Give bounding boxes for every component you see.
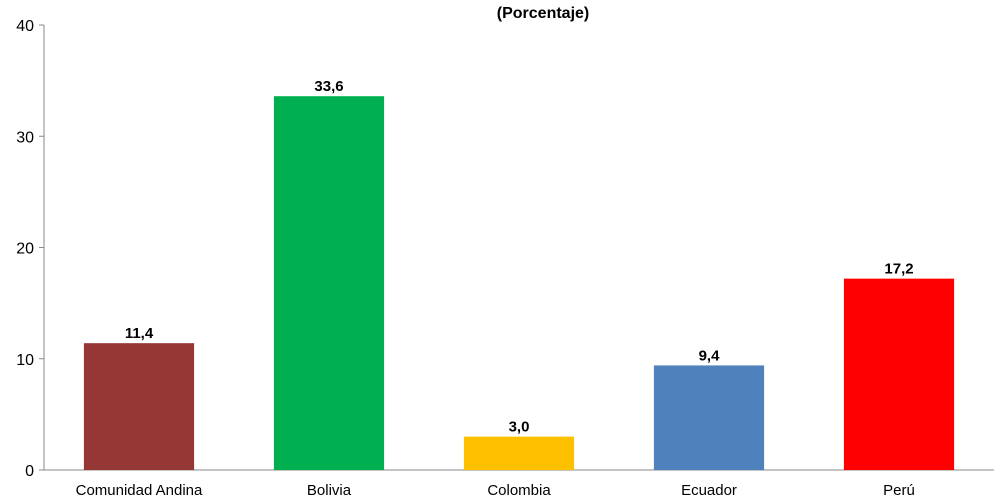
y-tick-label: 30 [16, 129, 34, 146]
y-ticks: 0 10 20 30 40 [16, 18, 44, 480]
bar-colombia [463, 436, 575, 470]
bar-ecuador [653, 365, 765, 470]
chart-title: (Porcentaje) [497, 5, 589, 22]
x-tick-label: Bolivia [307, 482, 352, 499]
y-tick-label: 20 [16, 241, 34, 258]
data-label: 9,4 [699, 347, 721, 364]
data-label: 11,4 [125, 325, 154, 342]
x-tick-label: Ecuador [681, 482, 737, 499]
bars [83, 96, 955, 470]
data-label: 33,6 [314, 78, 343, 95]
data-labels: 11,4 33,6 3,0 9,4 17,2 [125, 78, 914, 435]
bar-comunidad-andina [83, 343, 195, 470]
bar-peru [843, 278, 955, 470]
x-tick-label: Comunidad Andina [76, 482, 203, 499]
data-label: 17,2 [884, 261, 913, 278]
y-tick-label: 0 [25, 463, 34, 480]
x-tick-label: Perú [883, 482, 915, 499]
y-tick-label: 10 [16, 352, 34, 369]
data-label: 3,0 [509, 419, 530, 436]
y-tick-label: 40 [16, 18, 34, 35]
x-tick-labels: Comunidad Andina Bolivia Colombia Ecuador Pe… [76, 482, 915, 499]
bar-bolivia [273, 96, 385, 470]
x-tick-label: Colombia [487, 482, 551, 499]
